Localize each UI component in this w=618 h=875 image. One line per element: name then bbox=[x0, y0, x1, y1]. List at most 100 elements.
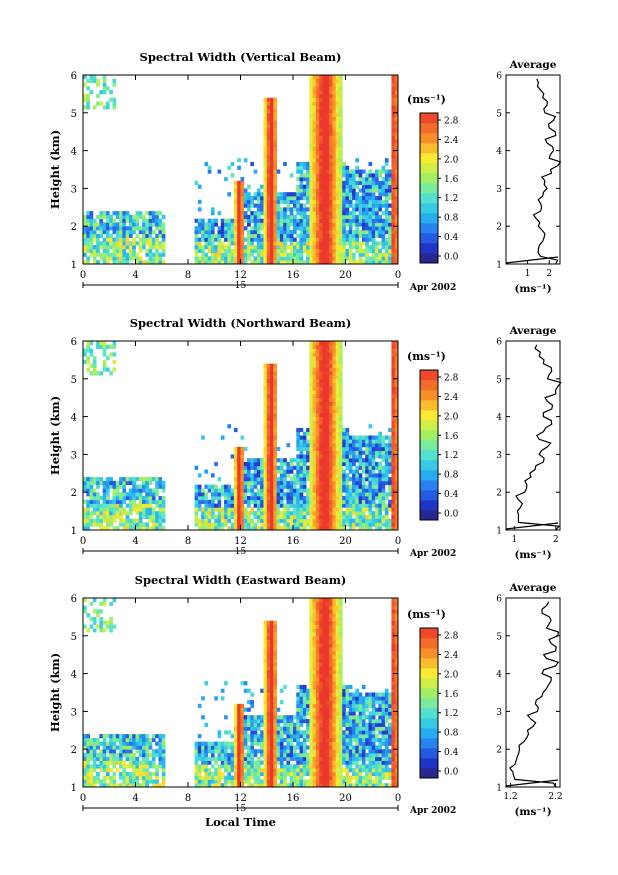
avg-y-tick-label: 3 bbox=[496, 708, 502, 718]
y-tick-label: 1 bbox=[71, 783, 77, 794]
colorbar-swatch bbox=[420, 638, 438, 649]
avg-y-tick-label: 2 bbox=[496, 746, 502, 756]
average-title: Average bbox=[509, 59, 557, 71]
y-tick-label: 4 bbox=[71, 413, 77, 424]
colorbar-swatch bbox=[420, 420, 438, 431]
y-tick-label: 3 bbox=[71, 184, 77, 195]
average-frame bbox=[505, 597, 561, 788]
chart-title: Spectral Width (Northward Beam) bbox=[130, 316, 352, 330]
y-tick-label: 5 bbox=[71, 109, 77, 120]
colorbar-label: (ms⁻¹) bbox=[407, 608, 446, 621]
colorbar-swatch bbox=[420, 728, 438, 739]
avg-x-tick-label: 1 bbox=[525, 269, 531, 279]
avg-y-tick-label: 4 bbox=[496, 413, 502, 423]
colorbar-swatch bbox=[420, 738, 438, 749]
colorbar-swatch bbox=[420, 400, 438, 411]
colorbar-label: (ms⁻¹) bbox=[407, 350, 446, 363]
colorbar-swatch bbox=[420, 648, 438, 659]
y-axis-label: Height (km) bbox=[48, 130, 62, 209]
colorbar-tick-label: 0.4 bbox=[444, 490, 459, 500]
average-profile-line bbox=[505, 256, 559, 264]
x-tick-label: 4 bbox=[132, 793, 138, 804]
y-tick-label: 5 bbox=[71, 375, 77, 386]
avg-y-tick-label: 1 bbox=[496, 261, 502, 271]
colorbar-swatch bbox=[420, 123, 438, 134]
colorbar-swatch bbox=[420, 143, 438, 154]
x-tick-label: 20 bbox=[339, 536, 352, 547]
average-profile-line bbox=[505, 522, 559, 530]
colorbar-swatch bbox=[420, 153, 438, 164]
x-tick-label: 12 bbox=[234, 270, 247, 281]
colorbar-tick-label: 2.4 bbox=[444, 136, 459, 146]
average-profile-line bbox=[532, 78, 562, 265]
y-axis-label: Height (km) bbox=[48, 396, 62, 475]
colorbar-tick-label: 2.0 bbox=[444, 412, 459, 422]
colorbar-swatch bbox=[420, 213, 438, 224]
colorbar-swatch bbox=[420, 460, 438, 471]
x-tick-label: 0 bbox=[80, 270, 86, 281]
x-tick-label: 0 bbox=[395, 793, 401, 804]
colorbar-swatch bbox=[420, 500, 438, 511]
colorbar-swatch bbox=[420, 390, 438, 401]
average-profile-line bbox=[509, 601, 560, 788]
colorbar-swatch bbox=[420, 490, 438, 501]
colorbar-swatch bbox=[420, 688, 438, 699]
colorbar-swatch bbox=[420, 380, 438, 391]
colorbar-swatch bbox=[420, 133, 438, 144]
colorbar-swatch bbox=[420, 440, 438, 451]
colorbar-swatch bbox=[420, 370, 438, 381]
x-tick-label: 4 bbox=[132, 536, 138, 547]
colorbar-swatch bbox=[420, 223, 438, 234]
avg-y-tick-label: 6 bbox=[496, 338, 502, 348]
colorbar-swatch bbox=[420, 470, 438, 481]
average-profile-line bbox=[515, 344, 562, 531]
day-label: 15 bbox=[235, 804, 247, 814]
avg-y-tick-label: 6 bbox=[496, 72, 502, 82]
colorbar-swatch bbox=[420, 410, 438, 421]
avg-y-tick-label: 1 bbox=[496, 527, 502, 537]
colorbar-swatch bbox=[420, 450, 438, 461]
y-tick-label: 2 bbox=[71, 488, 77, 499]
y-tick-label: 6 bbox=[71, 337, 77, 348]
y-tick-label: 3 bbox=[71, 450, 77, 461]
date-label: Apr 2002 bbox=[409, 549, 456, 559]
colorbar-tick-label: 2.0 bbox=[444, 670, 459, 680]
y-tick-label: 1 bbox=[71, 526, 77, 537]
chart-title: Spectral Width (Vertical Beam) bbox=[140, 50, 342, 64]
x-tick-label: 0 bbox=[395, 536, 401, 547]
x-tick-label: 20 bbox=[339, 793, 352, 804]
average-title: Average bbox=[509, 325, 557, 337]
colorbar-swatch bbox=[420, 233, 438, 244]
colorbar-swatch bbox=[420, 173, 438, 184]
colorbar-frame bbox=[419, 627, 439, 779]
x-tick-label: 4 bbox=[132, 270, 138, 281]
colorbar-tick-label: 2.4 bbox=[444, 651, 459, 661]
x-tick-label: 8 bbox=[185, 270, 191, 281]
colorbar-swatch bbox=[420, 113, 438, 124]
day-label: 15 bbox=[235, 547, 247, 557]
colorbar-swatch bbox=[420, 203, 438, 214]
avg-y-tick-label: 5 bbox=[496, 109, 502, 119]
x-tick-label: 0 bbox=[80, 536, 86, 547]
x-tick-label: 16 bbox=[287, 270, 300, 281]
colorbar-tick-label: 0.8 bbox=[444, 471, 459, 481]
colorbar-swatch bbox=[420, 183, 438, 194]
avg-x-tick-label: 1.2 bbox=[503, 792, 517, 802]
colorbar-swatch bbox=[420, 253, 438, 264]
colorbar-swatch bbox=[420, 510, 438, 521]
heatmap-cells bbox=[83, 598, 399, 788]
colorbar-tick-label: 0.0 bbox=[444, 768, 459, 778]
avg-x-tick-label: 2.2 bbox=[548, 792, 562, 802]
colorbar-tick-label: 0.8 bbox=[444, 214, 459, 224]
y-tick-label: 1 bbox=[71, 260, 77, 271]
colorbar-tick-label: 0.4 bbox=[444, 233, 459, 243]
avg-y-tick-label: 6 bbox=[496, 595, 502, 605]
colorbar-tick-label: 2.8 bbox=[444, 374, 459, 384]
day-label: 15 bbox=[235, 281, 247, 291]
y-tick-label: 2 bbox=[71, 745, 77, 756]
x-tick-label: 20 bbox=[339, 270, 352, 281]
x-tick-label: 8 bbox=[185, 536, 191, 547]
